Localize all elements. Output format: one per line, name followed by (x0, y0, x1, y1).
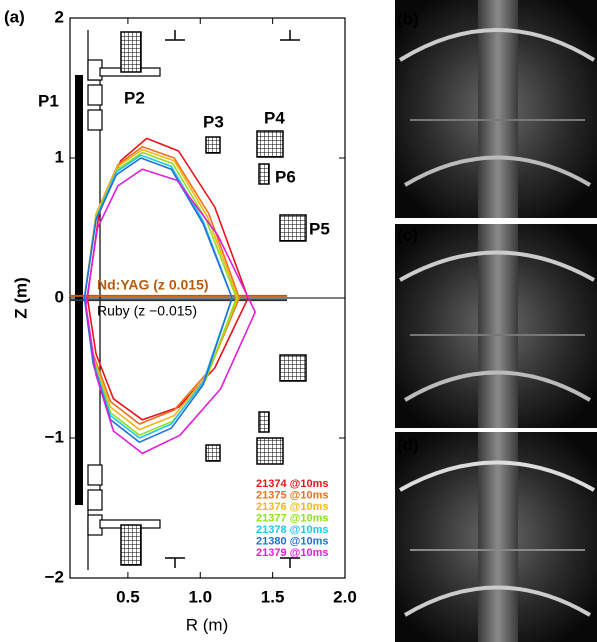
coil-label: P2 (124, 88, 145, 107)
camera-image (395, 432, 597, 642)
panel-label: (b) (397, 9, 419, 28)
x-tick-label: 0.5 (116, 587, 140, 606)
camera-image (395, 224, 597, 428)
legend-entry: 21375 @10ms (256, 489, 329, 501)
legend-entry: 21380 @10ms (256, 535, 329, 547)
legend-entry: 21379 @10ms (256, 547, 329, 559)
coil-label: P4 (264, 108, 285, 127)
coil-label: P1 (38, 91, 59, 110)
x-tick-label: 1.5 (261, 587, 285, 606)
legend-entry: 21374 @10ms (256, 478, 329, 490)
camera-image (395, 0, 597, 218)
panel-label: (a) (4, 7, 25, 26)
coils (120, 31, 307, 566)
annotation: Nd:YAG (z 0.015) (97, 277, 209, 293)
legend-entry: 21377 @10ms (256, 512, 329, 524)
x-tick-label: 2.0 (333, 587, 357, 606)
boundary-line (85, 168, 257, 455)
boundary-line (83, 148, 239, 431)
y-tick-label: −2 (45, 567, 64, 586)
annotation: Ruby (z −0.015) (97, 303, 197, 319)
camera-images (395, 0, 597, 642)
boundary-line (83, 151, 238, 437)
legend-entry: 21376 @10ms (256, 501, 329, 513)
coil-label: P3 (203, 112, 224, 131)
x-axis-label: R (m) (186, 615, 228, 634)
boundary-line (83, 146, 241, 425)
y-axis-label: Z (m) (11, 277, 30, 319)
coil-label: P5 (309, 219, 330, 238)
panel-label: (d) (397, 435, 419, 454)
x-tick-label: 1.0 (188, 587, 212, 606)
y-tick-label: 2 (55, 7, 64, 26)
y-tick-label: −1 (45, 427, 64, 446)
y-tick-label: 0 (55, 287, 64, 306)
legend-entry: 21378 @10ms (256, 524, 329, 536)
coil-label: P6 (275, 167, 296, 186)
panel-label: (c) (397, 225, 418, 244)
y-tick-label: 1 (55, 147, 64, 166)
